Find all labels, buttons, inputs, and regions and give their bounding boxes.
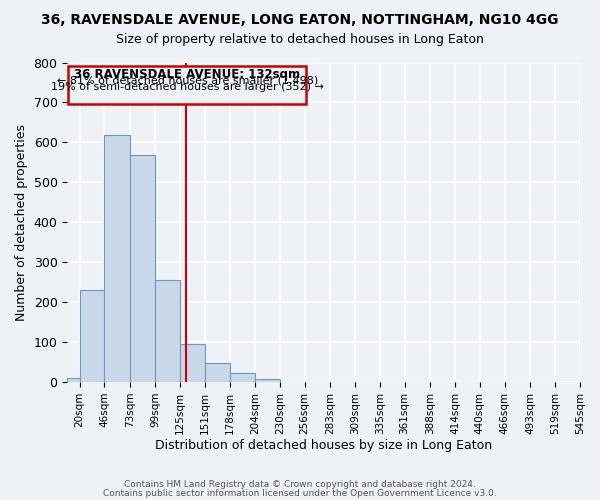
Bar (80, 290, 104, 382)
Bar (130, 155, 155, 382)
Text: 36, RAVENSDALE AVENUE, LONG EATON, NOTTINGHAM, NG10 4GG: 36, RAVENSDALE AVENUE, LONG EATON, NOTTI… (41, 12, 559, 26)
Bar (180, 344, 205, 382)
Y-axis label: Number of detached properties: Number of detached properties (15, 124, 28, 321)
Bar (230, 374, 255, 382)
X-axis label: Distribution of detached houses by size in Long Eaton: Distribution of detached houses by size … (155, 440, 492, 452)
Text: 36 RAVENSDALE AVENUE: 132sqm: 36 RAVENSDALE AVENUE: 132sqm (74, 68, 301, 81)
Bar (255, 380, 280, 382)
Bar (104, 135, 130, 382)
Bar (205, 364, 230, 382)
Text: Contains public sector information licensed under the Open Government Licence v3: Contains public sector information licen… (103, 489, 497, 498)
Bar (67, 378, 80, 382)
Bar (155, 280, 180, 382)
Text: Size of property relative to detached houses in Long Eaton: Size of property relative to detached ho… (116, 32, 484, 46)
Text: 19% of semi-detached houses are larger (352) →: 19% of semi-detached houses are larger (… (51, 82, 324, 92)
Bar (68, 66, 307, 104)
Text: Contains HM Land Registry data © Crown copyright and database right 2024.: Contains HM Land Registry data © Crown c… (124, 480, 476, 489)
Text: ← 81% of detached houses are smaller (1,498): ← 81% of detached houses are smaller (1,… (57, 76, 318, 86)
